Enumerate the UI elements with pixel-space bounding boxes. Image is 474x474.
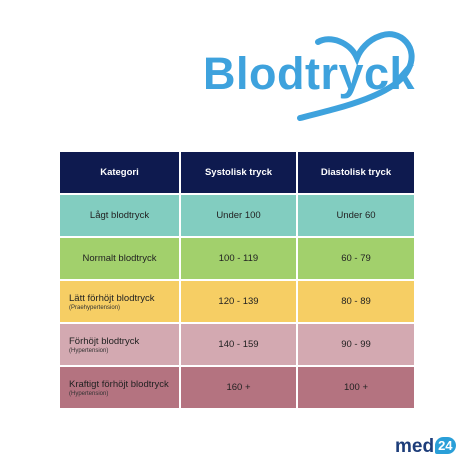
category-cell: Förhöjt blodtryck (Hypertension) (60, 324, 179, 365)
systolic-cell: 120 - 139 (181, 281, 296, 322)
diastolic-cell: 80 - 89 (298, 281, 414, 322)
category-label: Kraftigt förhöjt blodtryck (69, 378, 169, 390)
systolic-value: 120 - 139 (218, 296, 259, 307)
diastolic-value: 100 + (343, 382, 369, 393)
column-header: Kategori (60, 152, 179, 193)
category-cell: Lätt förhöjt blodtryck (Praehypertension) (60, 281, 179, 322)
category-label: Normalt blodtryck (82, 253, 157, 264)
diastolic-cell: Under 60 (298, 195, 414, 236)
heart-line (297, 31, 415, 121)
title: Blodtryck (203, 48, 416, 99)
category-cell: Normalt blodtryck (60, 238, 179, 279)
systolic-cell: Under 100 (181, 195, 296, 236)
category-cell: Lågt blodtryck (60, 195, 179, 236)
logo: med 24 (395, 436, 456, 458)
column-header: Systolisk tryck (181, 152, 296, 193)
diastolic-value: 80 - 89 (341, 296, 371, 307)
table: Kategori Systolisk tryck Diastolisk tryck L… (60, 152, 414, 408)
systolic-value: Under 100 (216, 210, 261, 221)
systolic-value: 100 - 119 (218, 253, 259, 264)
logo-badge: 24 (435, 437, 456, 454)
diastolic-value: Under 60 (336, 210, 376, 221)
diastolic-cell: 60 - 79 (298, 238, 414, 279)
column-header: Diastolisk tryck (298, 152, 414, 193)
logo-text: med (395, 436, 435, 457)
diastolic-cell: 90 - 99 (298, 324, 414, 365)
category-label: Förhöjt blodtryck (69, 335, 140, 347)
systolic-value: 160 + (226, 382, 251, 393)
systolic-cell: 160 + (181, 367, 296, 408)
category-label: Lätt förhöjt blodtryck (69, 292, 155, 304)
diastolic-cell: 100 + (298, 367, 414, 408)
category-label: Lågt blodtryck (89, 210, 150, 221)
category-note: (Hypertension) (69, 347, 109, 354)
systolic-cell: 140 - 159 (181, 324, 296, 365)
diastolic-value: 90 - 99 (341, 339, 371, 350)
category-note: (Hypertension) (69, 390, 109, 397)
category-cell: Kraftigt förhöjt blodtryck (Hypertension) (60, 367, 179, 408)
diastolic-value: 60 - 79 (341, 253, 371, 264)
systolic-value: 140 - 159 (218, 339, 259, 350)
category-note: (Praehypertension) (69, 304, 121, 311)
systolic-cell: 100 - 119 (181, 238, 296, 279)
